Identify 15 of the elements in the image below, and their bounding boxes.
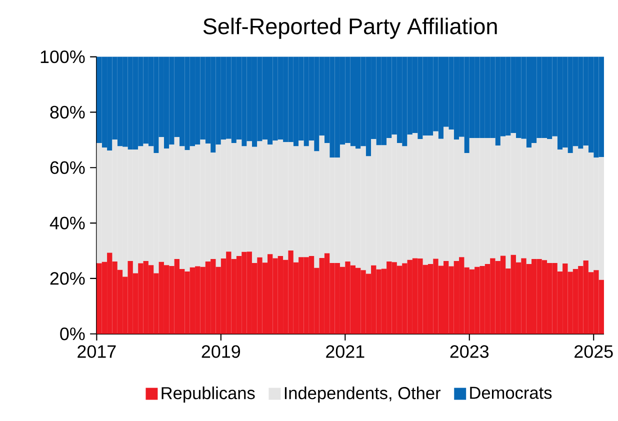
y-tick-label: 40% — [50, 216, 85, 230]
y-tick-label: 80% — [50, 106, 85, 119]
legend-label: Democrats — [470, 387, 552, 400]
legend-label: Republicans — [162, 386, 255, 403]
x-tick-label: 2021 — [326, 345, 364, 358]
y-tick-label: 100% — [40, 50, 85, 64]
y-tick-label: 60% — [50, 161, 85, 174]
x-tick-label: 2023 — [450, 345, 489, 358]
chart-title: Self-Reported Party Affiliation — [203, 18, 497, 40]
x-tick-label: 2017 — [78, 345, 116, 358]
x-tick-label: 2019 — [202, 345, 240, 358]
y-tick-label: 20% — [50, 272, 85, 286]
legend-label: Independents, Other — [284, 386, 441, 403]
x-tick-label: 2025 — [574, 345, 613, 358]
y-tick-label: 0% — [60, 328, 85, 340]
